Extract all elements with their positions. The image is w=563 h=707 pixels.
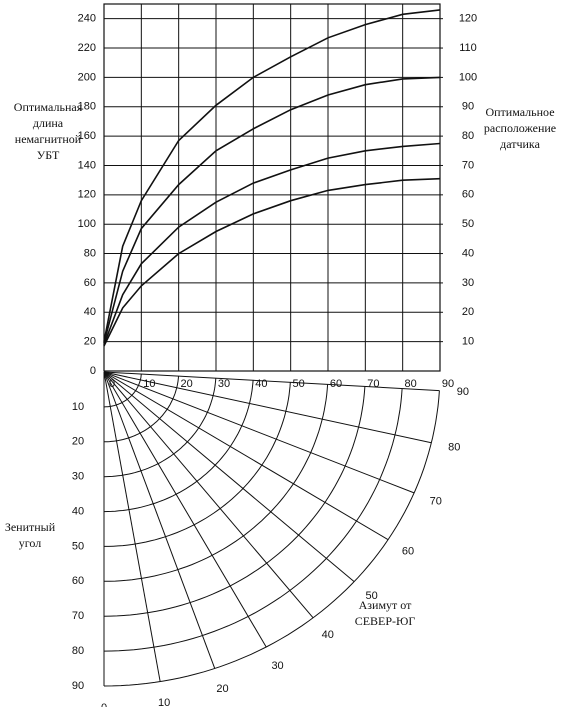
x-tick-label: 30 [218, 378, 230, 390]
x-tick-label: 90 [442, 378, 454, 390]
y2-tick-label: 50 [462, 218, 474, 230]
y-axis-label: УБТ [37, 148, 60, 162]
azimuth-ray [103, 371, 432, 444]
azimuth-tick-label: 0 [101, 702, 107, 707]
azimuth-ray [103, 371, 440, 392]
y-tick-label: 240 [78, 13, 96, 25]
y2-tick-label: 40 [462, 247, 474, 259]
y-axis-label: немагнитной [15, 132, 82, 146]
y2-tick-label: 10 [462, 336, 474, 348]
y2-tick-label: 110 [459, 42, 477, 54]
y-tick-label: 160 [78, 130, 96, 142]
y2-tick-label: 120 [459, 13, 477, 25]
azimuth-axis-label: Азимут от [359, 598, 413, 612]
y2-tick-label: 30 [462, 277, 474, 289]
zenith-arc [103, 380, 254, 513]
y2-tick-label: 70 [462, 159, 474, 171]
y2-axis-label: датчика [500, 137, 540, 151]
zenith-tick-label: 90 [72, 680, 84, 692]
azimuth-ray [103, 371, 389, 541]
azimuth-ray [103, 371, 216, 669]
azimuth-ray [103, 371, 161, 682]
y2-axis-label: расположение [484, 121, 556, 135]
y-tick-label: 60 [84, 277, 96, 289]
zenith-tick-label: 50 [72, 540, 84, 552]
azimuth-ray [103, 371, 267, 648]
y2-tick-label: 60 [462, 189, 474, 201]
plot-frame [103, 3, 441, 372]
x-tick-label: 70 [367, 378, 379, 390]
y2-tick-label: 80 [462, 130, 474, 142]
zenith-axis-label: угол [19, 536, 41, 550]
zenith-tick-label: 30 [72, 471, 84, 483]
azimuth-axis-label: СЕВЕР-ЮГ [355, 614, 416, 628]
y-tick-label: 180 [78, 101, 96, 113]
y2-axis-label: Оптимальное [485, 105, 554, 119]
y2-tick-label: 20 [462, 306, 474, 318]
y-tick-label: 200 [78, 71, 96, 83]
zenith-arc [103, 386, 366, 617]
x-tick-label: 50 [293, 378, 305, 390]
zenith-tick-label: 60 [72, 575, 84, 587]
azimuth-tick-label: 20 [216, 683, 228, 695]
x-tick-label: 60 [330, 378, 342, 390]
zenith-tick-label: 20 [72, 436, 84, 448]
x-tick-label: 0 [109, 378, 115, 390]
y-tick-label: 100 [78, 218, 96, 230]
azimuth-tick-label: 90 [457, 386, 469, 398]
zenith-arc [104, 384, 329, 582]
y-tick-label: 80 [84, 247, 96, 259]
azimuth-tick-label: 80 [448, 442, 460, 454]
curve [103, 76, 441, 344]
zenith-arc [103, 378, 217, 478]
azimuth-tick-label: 70 [430, 495, 442, 507]
zenith-tick-label: 40 [72, 505, 84, 517]
y2-tick-label: 100 [459, 71, 477, 83]
y-tick-label: 220 [78, 42, 96, 54]
y-tick-label: 140 [78, 159, 96, 171]
y-tick-label: 120 [78, 189, 96, 201]
zenith-arc [103, 388, 403, 652]
curve [103, 142, 441, 345]
x-tick-label: 20 [181, 378, 193, 390]
x-tick-label: 80 [405, 378, 417, 390]
y-axis-label: длина [33, 116, 64, 130]
zenith-arc [103, 390, 440, 687]
zenith-arc [104, 376, 179, 443]
azimuth-tick-label: 60 [402, 545, 414, 557]
y-axis-label: Оптимальная [14, 100, 83, 114]
azimuth-ray [103, 371, 355, 583]
azimuth-tick-label: 10 [158, 697, 170, 707]
y2-tick-label: 90 [462, 101, 474, 113]
zenith-tick-label: 80 [72, 645, 84, 657]
curve [103, 9, 441, 342]
y-tick-label: 20 [84, 336, 96, 348]
zenith-tick-label: 70 [72, 610, 84, 622]
x-tick-label: 40 [255, 378, 267, 390]
curve [103, 177, 441, 347]
azimuth-ray [103, 371, 415, 494]
azimuth-tick-label: 40 [322, 629, 334, 641]
zenith-axis-label: Зенитный [5, 520, 56, 534]
zenith-arc [104, 382, 291, 547]
y-tick-label: 0 [90, 365, 96, 377]
zenith-tick-label: 10 [72, 401, 84, 413]
y-tick-label: 40 [84, 306, 96, 318]
zenith-arc [104, 374, 142, 408]
azimuth-ray [103, 371, 314, 619]
azimuth-tick-label: 50 [366, 590, 378, 602]
azimuth-tick-label: 30 [271, 660, 283, 672]
